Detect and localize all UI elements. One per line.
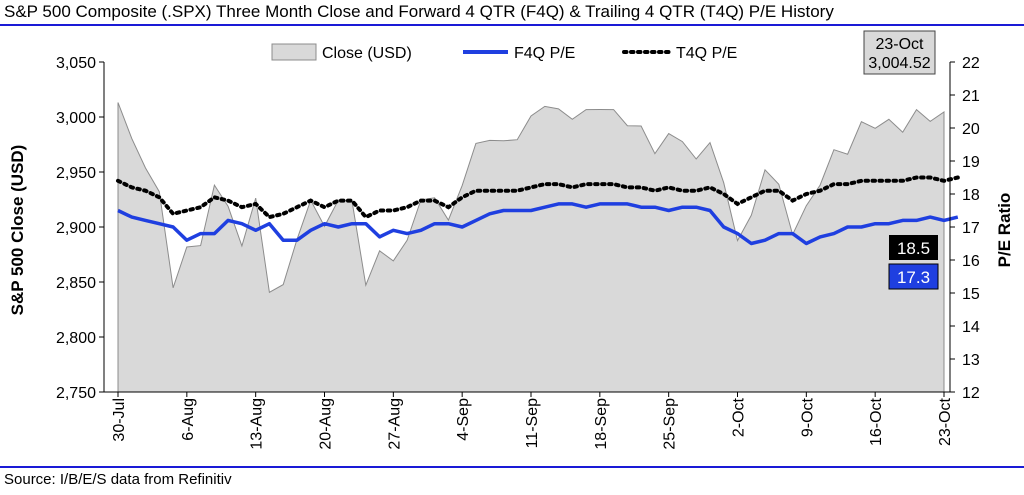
x-tick-label: 27-Aug: [386, 398, 403, 450]
last-close-date: 23-Oct: [875, 36, 924, 53]
x-tick-label: 25-Sep: [662, 398, 679, 450]
y2-tick-label: 14: [962, 319, 980, 336]
y2-tick-labels: 12 13 14 15 16 17 18 19 20 21 22: [950, 55, 980, 402]
x-tick-label: 16-Oct: [868, 397, 885, 446]
legend-f4q-label: F4Q P/E: [514, 45, 575, 62]
t4q-line-layer: [116, 175, 960, 220]
x-tick-label: 11-Sep: [524, 398, 541, 449]
f4q-badge-value: 17.3: [897, 268, 930, 287]
y2-tick-label: 18: [962, 187, 980, 204]
close-area: [117, 102, 945, 393]
source-note: Source: I/B/E/S data from Refinitiv: [4, 471, 232, 488]
legend-close-swatch: [271, 43, 317, 61]
close-area-layer: [117, 102, 945, 393]
y-tick-labels: 2,750 2,800 2,850 2,900 2,950 3,000 3,050: [56, 55, 104, 402]
t4q-badge-value: 18.5: [897, 239, 930, 258]
legend: Close (USD) F4Q P/E T4Q P/E: [271, 43, 737, 62]
f4q-line: [117, 202, 959, 246]
x-tick-label: 23-Oct: [937, 397, 954, 446]
t4q-badge-box: [889, 235, 938, 260]
x-tick-label: 20-Aug: [318, 398, 335, 450]
x-tick-label: 18-Sep: [593, 398, 610, 450]
x-tick-label: 4-Sep: [455, 398, 472, 441]
y2-tick-label: 19: [962, 154, 980, 171]
y-tick-label: 2,950: [56, 165, 96, 182]
y-tick-label: 2,750: [56, 385, 96, 402]
x-tick-label: 6-Aug: [180, 398, 197, 441]
footer-rule: [0, 466, 1024, 468]
x-tick-label: 13-Aug: [249, 398, 266, 450]
y2-tick-label: 21: [962, 88, 980, 105]
last-close-value: 3,004.52: [868, 55, 930, 72]
x-tick-label: 30-Jul: [111, 398, 128, 442]
last-close-box: [863, 30, 936, 75]
last-close-callout: 23-Oct 3,004.52: [863, 30, 936, 75]
legend-t4q-label: T4Q P/E: [676, 45, 737, 62]
chart-title: S&P 500 Composite (.SPX) Three Month Clo…: [4, 2, 834, 21]
x-tick-label: 2-Oct: [731, 397, 748, 437]
y2-axis-label: P/E Ratio: [995, 193, 1014, 268]
legend-close-label: Close (USD): [322, 45, 412, 62]
f4q-end-badge: 17.3: [888, 263, 939, 290]
y-tick-label: 2,900: [56, 220, 96, 237]
t4q-line: [116, 175, 960, 220]
y-tick-label: 3,000: [56, 110, 96, 127]
y-tick-label: 2,800: [56, 330, 96, 347]
y-tick-label: 3,050: [56, 55, 96, 72]
chart: 30-Jul 6-Aug 13-Aug 20-Aug 27-Aug 4-Sep 11-Sep…: [8, 30, 1014, 450]
y2-tick-label: 15: [962, 286, 980, 303]
x-tick-labels: 30-Jul 6-Aug 13-Aug 20-Aug 27-Aug 4-Sep 11-Sep…: [111, 392, 954, 450]
x-tick-label: 9-Oct: [799, 397, 816, 437]
y2-tick-label: 13: [962, 352, 980, 369]
y2-tick-label: 17: [962, 220, 980, 237]
f4q-badge-box: [888, 263, 939, 290]
title-rule: [0, 24, 1024, 26]
y-axis-label: S&P 500 Close (USD): [8, 145, 27, 316]
y2-tick-label: 22: [962, 55, 980, 72]
y2-tick-label: 12: [962, 385, 980, 402]
y-tick-label: 2,850: [56, 275, 96, 292]
y2-tick-label: 16: [962, 253, 980, 270]
t4q-end-badge: 18.5: [889, 235, 938, 260]
f4q-line-layer: [117, 202, 959, 246]
y2-tick-label: 20: [962, 121, 980, 138]
